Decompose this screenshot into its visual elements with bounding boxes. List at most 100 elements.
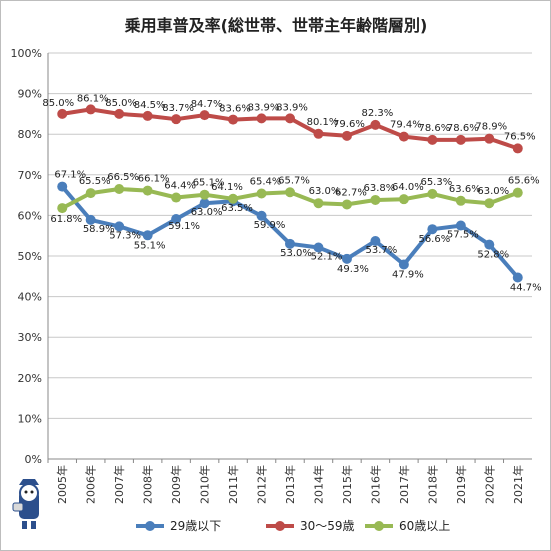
data-label: 65.4% bbox=[250, 176, 282, 187]
data-point bbox=[85, 214, 96, 225]
data-point bbox=[285, 187, 295, 198]
data-label: 62.7% bbox=[335, 187, 367, 198]
y-tick-label: 90% bbox=[18, 88, 42, 101]
legend-marker bbox=[145, 521, 155, 531]
data-point bbox=[398, 194, 409, 205]
data-point bbox=[285, 238, 295, 249]
data-point bbox=[114, 184, 125, 195]
data-point bbox=[341, 130, 352, 141]
data-label: 85.0% bbox=[42, 98, 74, 109]
data-label: 64.0% bbox=[392, 182, 424, 193]
x-tick-label: 2019年 bbox=[454, 465, 468, 504]
data-point bbox=[171, 214, 182, 225]
y-tick-label: 0% bbox=[25, 453, 42, 466]
legend-label: 29歳以下 bbox=[170, 519, 221, 533]
y-tick-label: 30% bbox=[18, 331, 42, 344]
data-label: 78.6% bbox=[418, 123, 450, 134]
x-tick-label: 2016年 bbox=[368, 465, 382, 504]
data-label: 63.6% bbox=[449, 184, 481, 195]
data-point bbox=[313, 128, 324, 139]
data-point bbox=[427, 224, 438, 235]
data-label: 76.5% bbox=[504, 131, 536, 142]
legend-marker bbox=[374, 521, 384, 531]
data-point bbox=[313, 242, 324, 253]
data-label: 57.5% bbox=[447, 230, 479, 241]
y-tick-label: 70% bbox=[18, 169, 42, 182]
data-label: 83.9% bbox=[248, 102, 280, 113]
y-tick-label: 40% bbox=[18, 291, 42, 304]
data-label: 61.8% bbox=[50, 214, 82, 225]
chart-title: 乗用車普及率(総世帯、世帯主年齢階層別) bbox=[125, 16, 428, 35]
data-point bbox=[114, 221, 125, 232]
data-label: 44.7% bbox=[510, 283, 542, 294]
data-point bbox=[341, 253, 352, 264]
data-label: 65.5% bbox=[79, 176, 111, 187]
x-tick-label: 2021年 bbox=[511, 465, 525, 504]
data-label: 57.3% bbox=[109, 230, 141, 241]
data-point bbox=[398, 131, 409, 142]
x-tick-label: 2008年 bbox=[141, 465, 155, 504]
data-label: 66.1% bbox=[138, 174, 170, 185]
data-point bbox=[484, 239, 495, 250]
data-point bbox=[114, 108, 125, 119]
data-point bbox=[171, 114, 182, 125]
y-tick-label: 100% bbox=[11, 47, 42, 60]
mascot-logo bbox=[12, 479, 39, 529]
data-point bbox=[455, 195, 466, 206]
data-point bbox=[57, 108, 68, 119]
data-label: 85.0% bbox=[105, 98, 137, 109]
data-label: 63.0% bbox=[309, 186, 341, 197]
data-point bbox=[199, 110, 210, 121]
data-point bbox=[512, 187, 523, 198]
data-point bbox=[142, 185, 153, 196]
data-point bbox=[199, 198, 210, 209]
data-label: 63.0% bbox=[191, 207, 223, 218]
data-label: 63.0% bbox=[477, 186, 509, 197]
x-tick-label: 2018年 bbox=[425, 465, 439, 504]
data-point bbox=[285, 113, 295, 124]
data-label: 59.1% bbox=[168, 221, 200, 232]
gridlines bbox=[48, 52, 532, 460]
data-point bbox=[142, 110, 153, 121]
y-tick-label: 20% bbox=[18, 372, 42, 385]
x-tick-label: 2017年 bbox=[397, 465, 411, 504]
data-label: 65.1% bbox=[193, 178, 225, 189]
data-point bbox=[171, 192, 182, 203]
data-point bbox=[57, 181, 68, 192]
data-label: 53.7% bbox=[366, 245, 398, 256]
y-tick-label: 10% bbox=[18, 412, 42, 425]
legend-label: 30～59歳 bbox=[300, 519, 355, 533]
data-label: 65.6% bbox=[508, 176, 540, 187]
axes: 0% 10% 20% 30% 40% 50% 60% 70% 80% 90% 100% 2005年 20… bbox=[11, 47, 532, 504]
data-point bbox=[484, 198, 495, 209]
x-tick-label: 2005年 bbox=[55, 465, 69, 504]
data-label: 53.0% bbox=[280, 248, 312, 259]
y-tick-label: 50% bbox=[18, 250, 42, 263]
data-label: 59.9% bbox=[254, 220, 286, 231]
data-labels: 67.1%58.9%57.3%55.1%59.1%63.0%63.5%59.9%… bbox=[42, 93, 541, 293]
x-tick-label: 2020年 bbox=[482, 465, 496, 504]
data-label: 47.9% bbox=[392, 270, 424, 281]
data-label: 63.5% bbox=[221, 203, 253, 214]
data-point bbox=[85, 104, 96, 115]
data-point bbox=[256, 113, 267, 124]
data-label: 67.1% bbox=[54, 170, 86, 181]
data-point bbox=[427, 188, 438, 199]
x-tick-label: 2013年 bbox=[283, 465, 297, 504]
legend-marker bbox=[275, 521, 285, 531]
data-label: 84.7% bbox=[191, 99, 223, 110]
data-point bbox=[341, 199, 352, 210]
data-label: 83.7% bbox=[162, 103, 194, 114]
legend-label: 60歳以上 bbox=[399, 519, 450, 533]
data-label: 65.3% bbox=[420, 177, 452, 188]
data-label: 82.3% bbox=[362, 108, 394, 119]
x-tick-label: 2014年 bbox=[311, 465, 325, 504]
data-label: 64.4% bbox=[164, 181, 196, 192]
data-point bbox=[142, 230, 153, 241]
x-tick-label: 2012年 bbox=[255, 465, 269, 504]
data-label: 63.8% bbox=[364, 183, 396, 194]
data-label: 83.6% bbox=[219, 104, 251, 115]
data-label: 58.9% bbox=[83, 224, 115, 235]
